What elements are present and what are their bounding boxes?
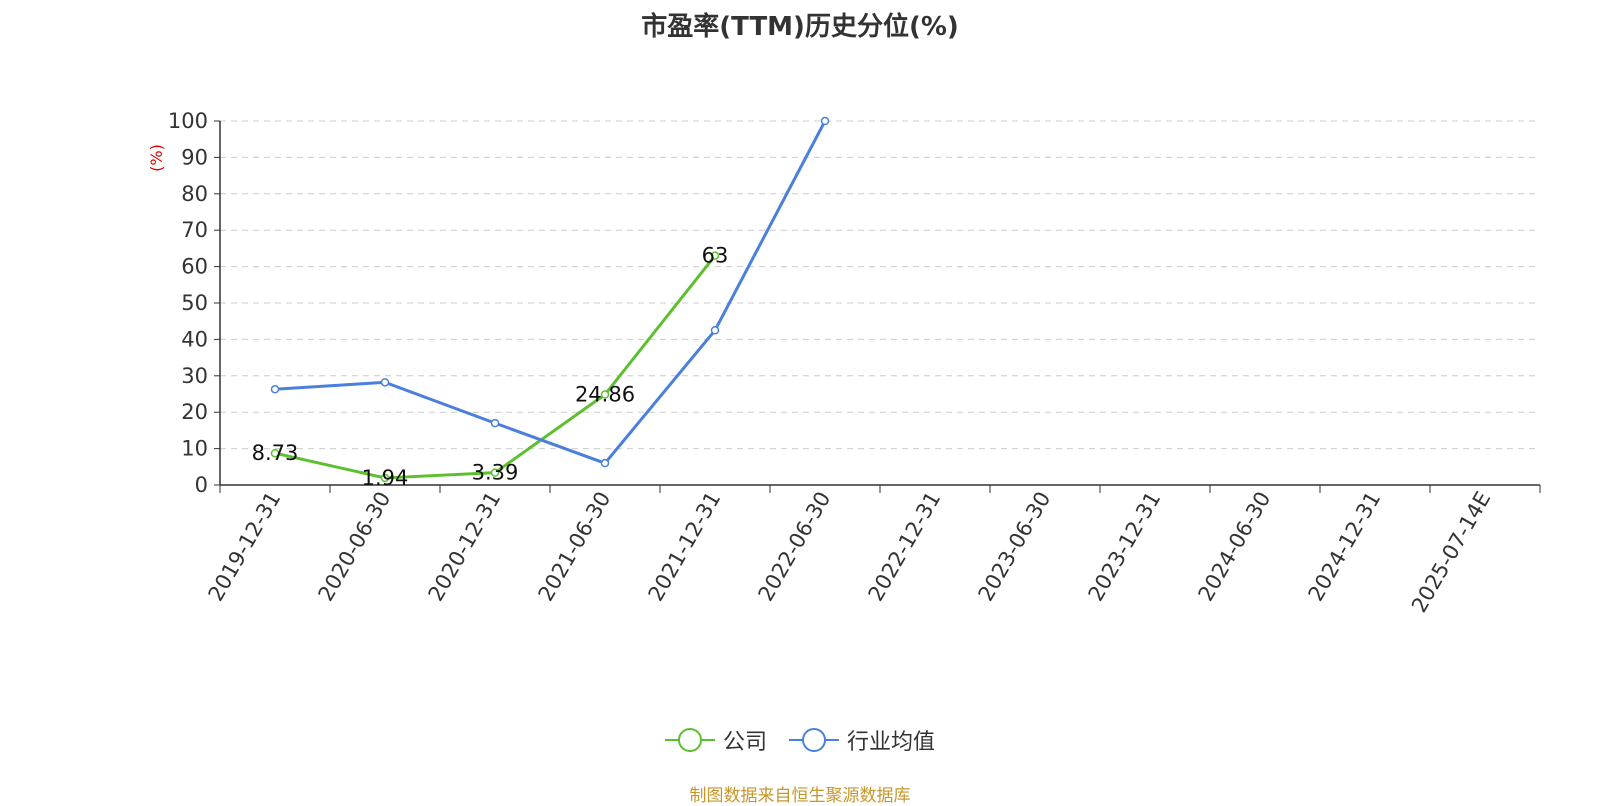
x-tick-label: 2019-12-31 xyxy=(204,488,286,606)
y-tick-label: 60 xyxy=(181,255,208,279)
series-line-1 xyxy=(274,120,827,465)
y-axis: 0 10 20 30 40 50 60 70 80 90 100 xyxy=(168,109,221,497)
legend-industry-icon xyxy=(789,727,839,753)
legend-item-company[interactable]: 公司 xyxy=(664,724,767,756)
data-label: 8.73 xyxy=(252,441,299,465)
data-label: 3.39 xyxy=(472,461,519,485)
series-lines xyxy=(270,116,830,483)
data-label: 1.94 xyxy=(362,466,409,490)
y-tick-label: 50 xyxy=(181,291,208,315)
x-tick-label: 2023-06-30 xyxy=(974,488,1056,606)
data-point xyxy=(710,251,720,260)
data-point xyxy=(380,378,390,387)
series-line-0 xyxy=(274,254,717,480)
data-source: 制图数据来自恒生聚源数据库 xyxy=(689,786,911,806)
data-point xyxy=(490,418,500,428)
x-axis: 2019-12-31 2020-06-30 2020-12-31 2021-06-30… xyxy=(204,484,1541,617)
y-tick-label: 90 xyxy=(181,145,208,169)
data-point xyxy=(380,473,390,483)
y-tick-label: 100 xyxy=(168,109,208,133)
x-tick-label: 2022-12-31 xyxy=(864,488,946,606)
legend: 公司 行业均值 xyxy=(0,724,1600,756)
grid-lines xyxy=(220,120,1540,450)
data-labels: 8.73 1.94 3.39 24.86 63 xyxy=(252,244,729,490)
x-tick-label: 2025-07-14E xyxy=(1407,488,1495,617)
x-tick-label: 2021-12-31 xyxy=(644,488,726,606)
y-tick-label: 40 xyxy=(181,327,208,351)
y-tick-label: 20 xyxy=(181,400,208,424)
data-point xyxy=(270,385,280,394)
x-tick-label: 2020-12-31 xyxy=(424,488,506,606)
y-tick-label: 0 xyxy=(195,473,208,497)
x-tick-label: 2022-06-30 xyxy=(754,488,836,606)
y-tick-label: 30 xyxy=(181,364,208,388)
chart-title: 市盈率(TTM)历史分位(%) xyxy=(641,12,959,42)
data-point xyxy=(600,390,610,399)
x-tick-label: 2023-12-31 xyxy=(1084,488,1166,606)
data-point xyxy=(600,458,610,468)
y-tick-label: 80 xyxy=(181,182,208,206)
legend-company-label: 公司 xyxy=(722,730,767,755)
x-tick-label: 2024-12-31 xyxy=(1304,488,1386,606)
data-point xyxy=(270,448,280,458)
legend-industry-label: 行业均值 xyxy=(847,730,936,755)
y-axis-label: (%) xyxy=(147,144,166,172)
legend-company-icon xyxy=(664,727,715,753)
data-label: 24.86 xyxy=(575,383,635,407)
data-point xyxy=(490,468,500,477)
legend-item-industry[interactable]: 行业均值 xyxy=(789,724,935,756)
x-tick-label: 2021-06-30 xyxy=(534,488,616,606)
y-tick-label: 10 xyxy=(181,437,208,461)
x-tick-label: 2020-06-30 xyxy=(314,488,396,606)
data-label: 63 xyxy=(702,244,729,268)
data-point xyxy=(820,116,830,126)
data-point xyxy=(710,326,720,335)
y-tick-label: 70 xyxy=(181,218,208,242)
x-tick-label: 2024-06-30 xyxy=(1194,488,1276,606)
